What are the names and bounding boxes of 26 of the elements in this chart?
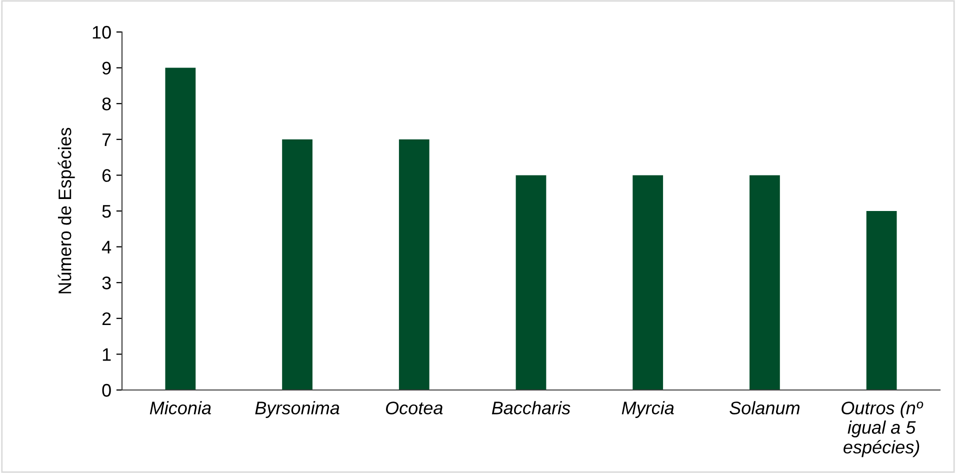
y-tick-label: 0 [102, 384, 111, 397]
x-tick-label: Outros (nº igual a 5 espécies) [842, 401, 924, 458]
y-tick-label: 6 [102, 169, 111, 182]
y-axis-title: Número de Espécies [58, 128, 75, 294]
bar [750, 175, 780, 390]
bar [866, 211, 897, 390]
y-tick-label: 10 [92, 26, 111, 39]
y-tick-label: 4 [102, 240, 112, 254]
bar [398, 139, 430, 390]
y-tick-label: 9 [102, 62, 111, 75]
bar [165, 68, 196, 390]
bar [282, 139, 312, 390]
y-tick-label: 5 [102, 205, 111, 218]
y-tick-label: 3 [102, 276, 111, 290]
bar [632, 175, 664, 390]
bar [516, 175, 546, 390]
x-tick-label: Byrsonima [255, 401, 340, 418]
x-tick-label: Miconia [150, 401, 211, 414]
y-tick-label: 1 [102, 348, 111, 361]
x-tick-label: Ocotea [386, 402, 443, 414]
x-tick-label: Solanum [730, 401, 800, 414]
y-tick-label: 8 [102, 98, 111, 110]
y-tick-label: 7 [102, 134, 111, 146]
y-tick-label: 2 [102, 312, 111, 325]
x-tick-label: Myrcia [622, 401, 674, 418]
x-tick-label: Baccharis [492, 401, 570, 414]
